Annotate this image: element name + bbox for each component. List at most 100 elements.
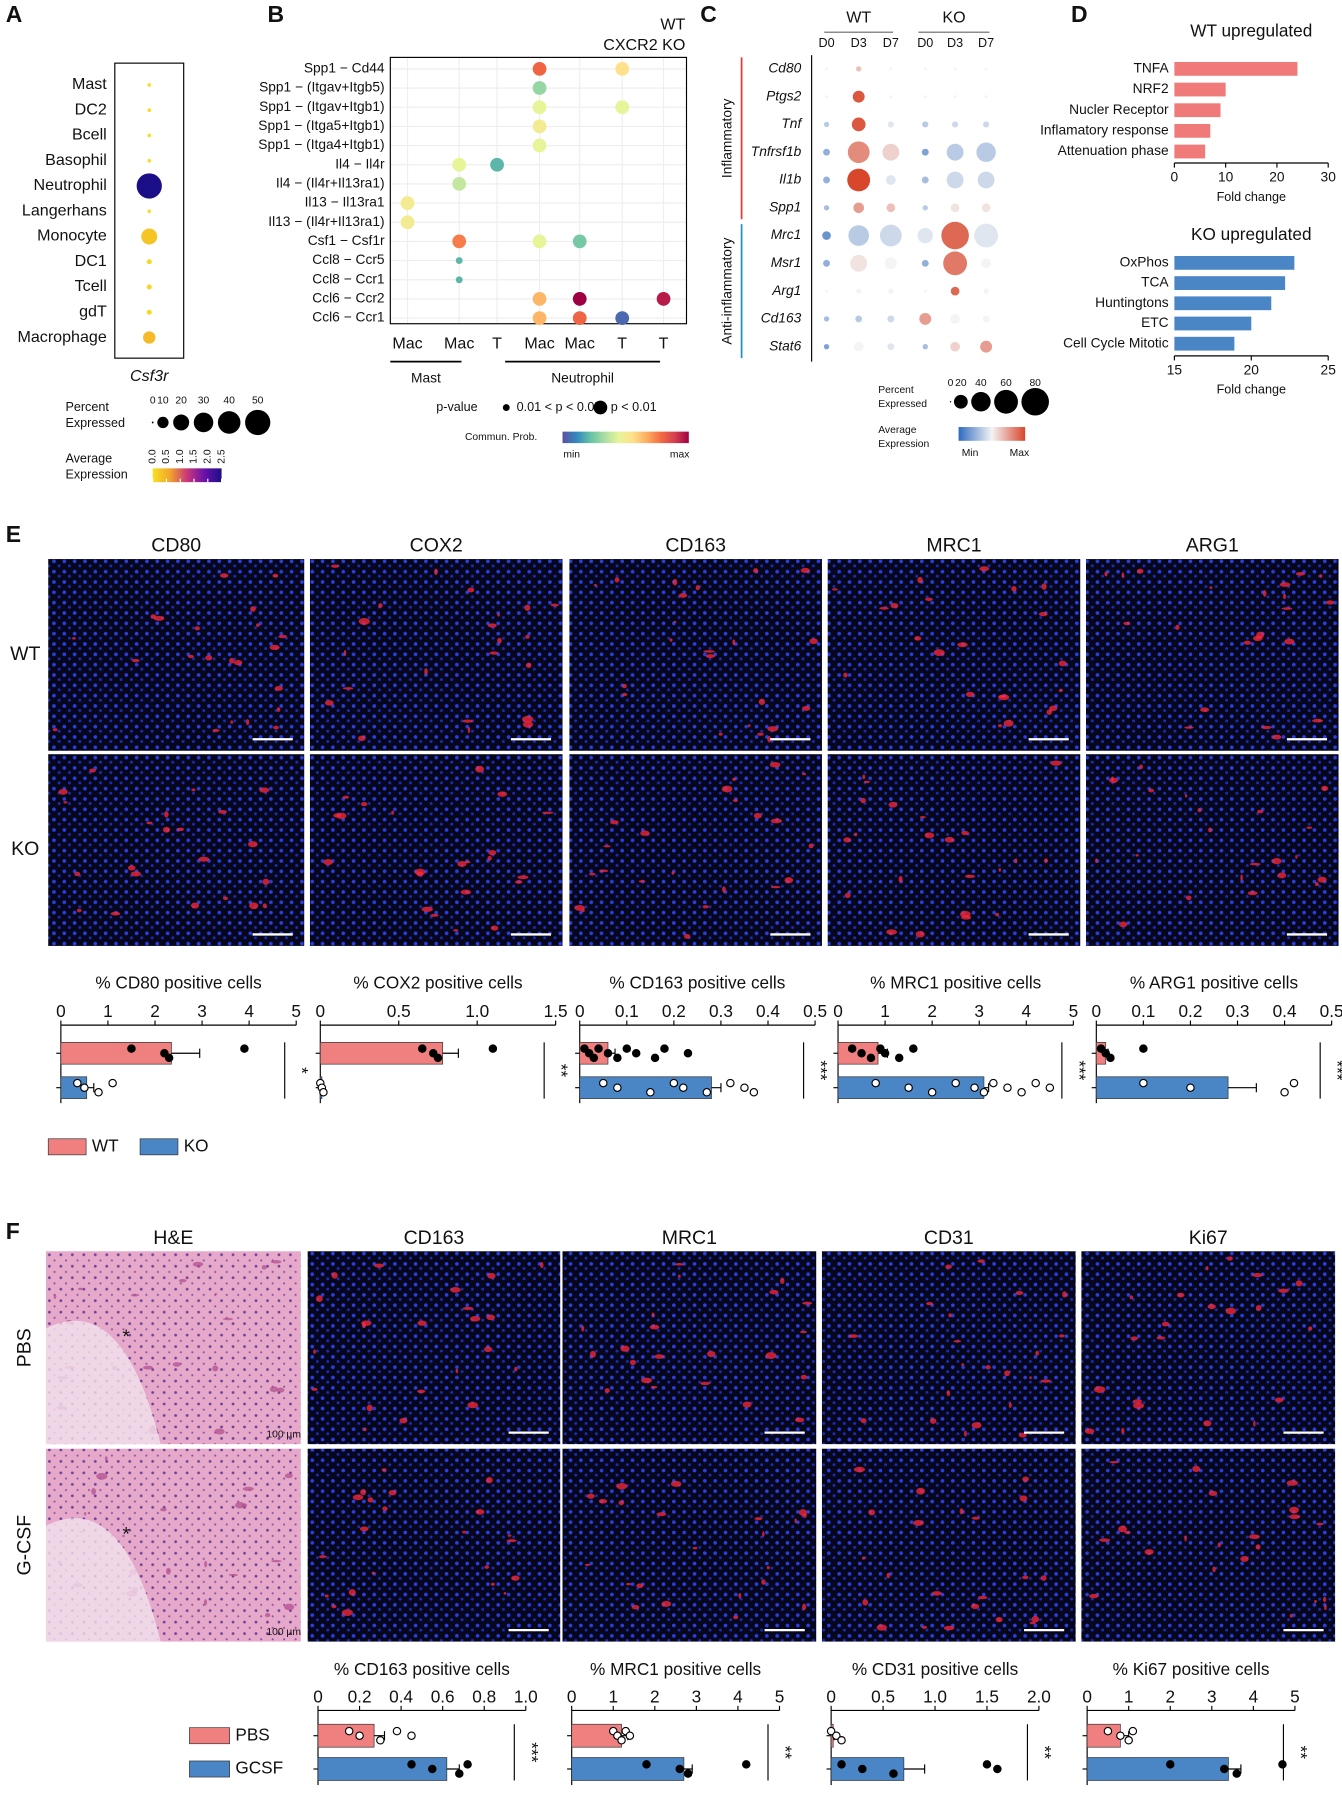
image-texture	[276, 707, 281, 712]
chart-title: % ARG1 positive cells	[1130, 972, 1298, 992]
data-point	[463, 1760, 472, 1769]
image-texture	[78, 1287, 83, 1291]
dot	[823, 205, 830, 211]
data-point	[617, 1736, 626, 1745]
x-tick-label: 0.3	[709, 1001, 733, 1021]
image-texture	[203, 1599, 208, 1606]
dot	[147, 158, 152, 163]
image-texture	[800, 567, 810, 573]
image-texture	[89, 768, 96, 773]
image-texture	[1225, 1307, 1237, 1315]
image-texture	[363, 1427, 367, 1432]
row-label: Ccl8 − Ccr5	[312, 252, 385, 267]
x-tick-label: 10	[1218, 170, 1234, 185]
image-texture	[733, 1615, 739, 1620]
data-point	[418, 1044, 427, 1053]
image-texture	[718, 732, 723, 736]
chart-title: % CD163 positive cells	[334, 1659, 510, 1679]
data-point	[749, 1088, 759, 1097]
chart-title: % CD80 positive cells	[95, 972, 261, 992]
image-texture	[706, 1350, 716, 1358]
image-texture	[52, 728, 58, 732]
column-label: D3	[947, 36, 963, 50]
legend-title: Percent	[65, 400, 109, 414]
data-point	[433, 1053, 443, 1063]
image-texture	[1099, 1538, 1111, 1542]
row-label: Il4 − Il4r	[335, 156, 385, 171]
legend-dot	[502, 404, 510, 411]
bar	[317, 1757, 448, 1781]
data-point	[1103, 1726, 1113, 1736]
image-texture	[490, 1582, 495, 1586]
image-texture	[467, 1402, 479, 1409]
legend-dot	[994, 389, 1018, 414]
image-texture	[1022, 1476, 1029, 1482]
image-texture	[381, 1468, 387, 1472]
data-point	[613, 1083, 622, 1092]
image-texture	[977, 1595, 988, 1600]
column-header: CD31	[924, 1227, 974, 1249]
panel-letter: E	[6, 521, 21, 547]
image-texture	[1319, 574, 1323, 578]
data-point	[904, 1083, 913, 1092]
dot	[825, 95, 829, 99]
y-tick-label: NRF2	[1133, 81, 1169, 96]
dot	[923, 289, 927, 293]
row-label: Bcell	[72, 126, 107, 144]
dot	[823, 344, 830, 350]
image-texture	[661, 1600, 672, 1607]
image-texture	[1148, 788, 1154, 793]
dot	[847, 168, 871, 192]
dot	[823, 316, 830, 322]
image-texture	[985, 1365, 991, 1370]
dot	[943, 251, 968, 276]
image-texture	[589, 872, 596, 876]
dot	[822, 231, 831, 240]
x-tick-label: 0	[826, 1686, 836, 1706]
image-texture	[963, 1430, 967, 1437]
image-texture	[921, 1625, 928, 1629]
image-texture	[453, 929, 459, 932]
image-texture	[742, 1401, 752, 1408]
image-texture	[311, 1387, 318, 1391]
image-texture	[417, 1389, 426, 1394]
image-texture	[1207, 1304, 1216, 1310]
image-texture	[1184, 794, 1188, 798]
dot	[823, 148, 830, 156]
image-texture	[656, 1512, 667, 1517]
x-tick-label: 3	[974, 1001, 984, 1021]
image-texture	[1015, 1290, 1024, 1295]
column-label: Mac	[524, 335, 554, 353]
dot	[452, 234, 467, 249]
image-texture	[1308, 1326, 1313, 1331]
data-point	[669, 1078, 679, 1088]
legend-swatch	[139, 1138, 179, 1156]
dot	[980, 340, 993, 353]
image-texture	[860, 1418, 867, 1424]
image-texture	[862, 1556, 866, 1560]
image-texture	[166, 1567, 171, 1575]
image-texture	[497, 637, 502, 644]
image-texture	[800, 1330, 807, 1334]
legend-dot	[157, 416, 169, 429]
dot	[950, 286, 960, 296]
image-texture	[964, 874, 976, 878]
legend-label: 20	[955, 378, 967, 389]
x-tick-label: 3	[692, 1686, 702, 1706]
row-label: Tnf	[781, 116, 803, 131]
row-label: Ptgs2	[766, 88, 802, 103]
column-header: ARG1	[1186, 535, 1239, 557]
row-label: Spp1 − (Itga5+Itgb1)	[258, 118, 384, 133]
image-texture	[703, 650, 715, 653]
image-texture	[802, 1301, 813, 1305]
dot	[400, 215, 415, 230]
data-point	[599, 1078, 608, 1088]
image-texture	[278, 634, 288, 639]
image-texture	[53, 1294, 57, 1299]
image-texture	[977, 1259, 986, 1263]
fluorescence-image	[307, 1448, 561, 1642]
dot	[882, 143, 900, 161]
image-texture	[487, 855, 492, 861]
image-texture	[651, 1312, 655, 1318]
image-texture	[517, 875, 529, 880]
